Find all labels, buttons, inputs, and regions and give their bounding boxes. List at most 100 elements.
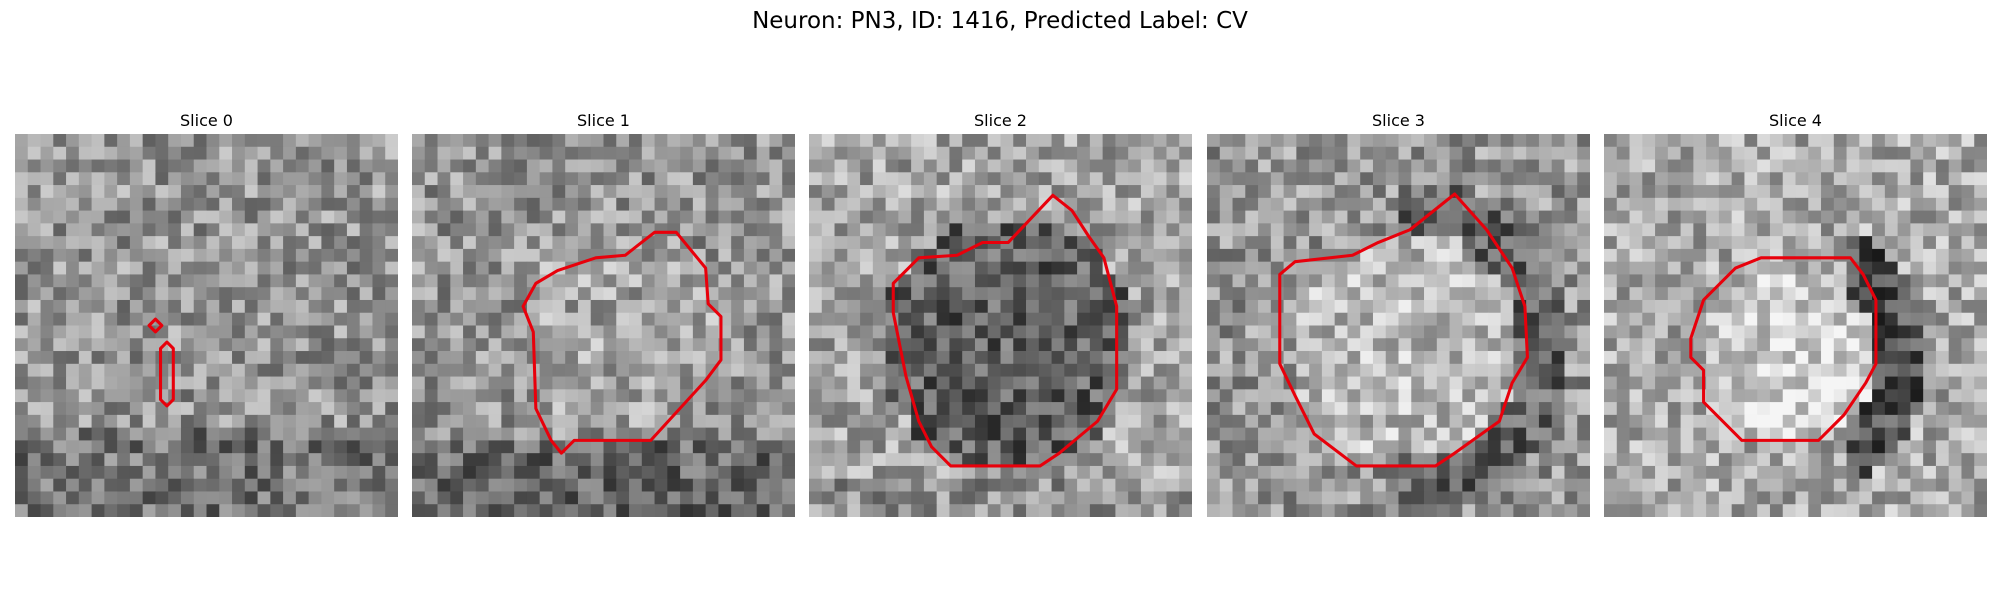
pixel bbox=[834, 363, 848, 377]
pixel bbox=[283, 338, 297, 352]
pixel bbox=[1000, 312, 1014, 326]
pixel bbox=[1128, 185, 1142, 199]
pixel bbox=[1179, 414, 1192, 429]
pixel bbox=[1884, 236, 1899, 250]
pixel bbox=[898, 414, 912, 429]
pixel bbox=[488, 223, 502, 237]
pixel bbox=[1680, 159, 1694, 173]
pixel bbox=[1166, 312, 1180, 326]
pixel bbox=[1731, 351, 1745, 365]
pixel bbox=[1309, 491, 1323, 505]
pixel bbox=[488, 274, 502, 288]
pixel bbox=[743, 236, 758, 250]
pixel bbox=[270, 223, 284, 237]
pixel bbox=[1283, 312, 1297, 326]
pixel bbox=[15, 146, 29, 160]
pixel bbox=[283, 274, 297, 288]
pixel bbox=[1731, 146, 1745, 160]
pixel bbox=[1731, 299, 1745, 314]
pixel bbox=[1910, 312, 1924, 326]
pixel bbox=[1655, 312, 1669, 326]
pixel bbox=[244, 389, 258, 403]
pixel bbox=[27, 363, 41, 377]
pixel bbox=[437, 274, 451, 288]
pixel bbox=[629, 287, 643, 301]
panel-title: Slice 0 bbox=[180, 111, 233, 130]
pixel bbox=[1706, 504, 1720, 517]
pixel bbox=[1153, 274, 1167, 288]
pixel bbox=[359, 299, 373, 314]
pixel bbox=[501, 236, 515, 250]
pixel bbox=[809, 504, 823, 517]
pixel bbox=[1948, 351, 1962, 365]
pixel bbox=[1270, 210, 1284, 224]
pixel bbox=[1616, 134, 1630, 148]
pixel bbox=[1731, 440, 1745, 454]
pixel bbox=[1564, 402, 1578, 416]
pixel bbox=[949, 172, 963, 186]
pixel bbox=[475, 325, 489, 339]
pixel bbox=[1411, 389, 1425, 403]
pixel bbox=[117, 389, 131, 403]
pixel bbox=[1219, 172, 1233, 186]
pixel bbox=[1232, 236, 1246, 250]
pixel bbox=[346, 146, 361, 160]
pixel bbox=[1693, 453, 1707, 467]
pixel bbox=[923, 274, 938, 288]
pixel bbox=[1398, 376, 1412, 390]
pixel bbox=[1833, 248, 1847, 263]
pixel bbox=[872, 299, 886, 314]
pixel bbox=[1475, 197, 1489, 211]
pixel bbox=[1334, 210, 1348, 224]
pixel bbox=[1436, 185, 1450, 199]
pixel bbox=[1808, 146, 1822, 160]
pixel bbox=[1680, 287, 1694, 301]
pixel bbox=[1526, 414, 1540, 429]
pixel bbox=[501, 299, 515, 314]
pixel bbox=[1026, 236, 1040, 250]
pixel bbox=[692, 478, 707, 492]
pixel bbox=[129, 312, 144, 326]
pixel bbox=[117, 351, 131, 365]
pixel bbox=[514, 197, 528, 211]
pixel bbox=[1026, 402, 1040, 416]
pixel bbox=[743, 185, 758, 199]
pixel bbox=[1604, 248, 1618, 263]
pixel bbox=[334, 338, 348, 352]
pixel bbox=[514, 185, 528, 199]
pixel bbox=[27, 376, 41, 390]
pixel bbox=[1616, 274, 1630, 288]
pixel bbox=[654, 172, 668, 186]
pixel bbox=[270, 312, 284, 326]
pixel bbox=[1846, 414, 1860, 429]
pixel bbox=[1115, 376, 1129, 390]
pixel bbox=[193, 159, 207, 173]
pixel bbox=[1179, 338, 1192, 352]
pixel bbox=[898, 197, 912, 211]
pixel bbox=[244, 465, 258, 480]
pixel bbox=[1961, 223, 1975, 237]
pixel bbox=[463, 440, 477, 454]
pixel bbox=[1706, 146, 1720, 160]
pixel bbox=[501, 172, 515, 186]
pixel bbox=[1795, 185, 1809, 199]
pixel bbox=[1513, 402, 1527, 416]
pixel bbox=[1232, 427, 1246, 441]
pixel bbox=[1757, 236, 1771, 250]
pixel bbox=[565, 299, 579, 314]
pixel bbox=[372, 363, 386, 377]
pixel bbox=[936, 363, 950, 377]
pixel bbox=[539, 197, 553, 211]
pixel bbox=[475, 223, 489, 237]
pixel bbox=[860, 440, 874, 454]
pixel bbox=[501, 453, 515, 467]
pixel bbox=[718, 465, 732, 480]
pixel bbox=[731, 248, 745, 263]
pixel bbox=[1372, 248, 1387, 263]
pixel bbox=[565, 185, 579, 199]
pixel bbox=[1283, 134, 1297, 148]
pixel bbox=[1232, 338, 1246, 352]
pixel bbox=[923, 402, 938, 416]
pixel bbox=[911, 363, 925, 377]
pixel bbox=[450, 210, 464, 224]
